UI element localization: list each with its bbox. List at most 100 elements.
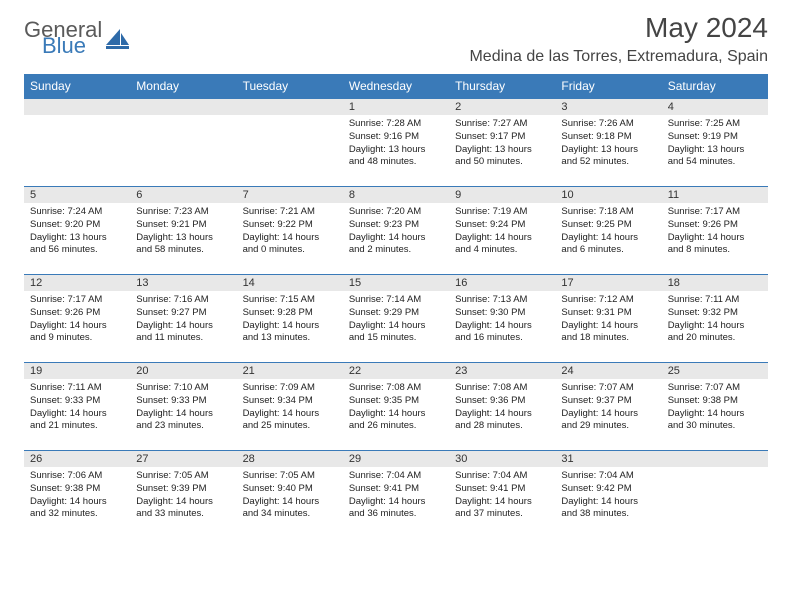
day-details: Sunrise: 7:07 AMSunset: 9:37 PMDaylight:… xyxy=(555,379,661,437)
day-details: Sunrise: 7:13 AMSunset: 9:30 PMDaylight:… xyxy=(449,291,555,349)
calendar-day-cell: 22Sunrise: 7:08 AMSunset: 9:35 PMDayligh… xyxy=(343,363,449,451)
header: General Blue May 2024 Medina de las Torr… xyxy=(24,12,768,66)
location: Medina de las Torres, Extremadura, Spain xyxy=(469,48,768,66)
day-number: 12 xyxy=(24,275,130,291)
day-number: 2 xyxy=(449,99,555,115)
day-details: Sunrise: 7:09 AMSunset: 9:34 PMDaylight:… xyxy=(237,379,343,437)
day-details: Sunrise: 7:04 AMSunset: 9:41 PMDaylight:… xyxy=(449,467,555,525)
weekday-header: Friday xyxy=(555,74,661,99)
day-details: Sunrise: 7:16 AMSunset: 9:27 PMDaylight:… xyxy=(130,291,236,349)
day-number: 17 xyxy=(555,275,661,291)
weekday-header: Saturday xyxy=(662,74,768,99)
day-number: 22 xyxy=(343,363,449,379)
day-number: 16 xyxy=(449,275,555,291)
calendar-empty-cell xyxy=(662,451,768,539)
day-details: Sunrise: 7:19 AMSunset: 9:24 PMDaylight:… xyxy=(449,203,555,261)
day-number: 1 xyxy=(343,99,449,115)
day-details: Sunrise: 7:06 AMSunset: 9:38 PMDaylight:… xyxy=(24,467,130,525)
calendar-day-cell: 7Sunrise: 7:21 AMSunset: 9:22 PMDaylight… xyxy=(237,187,343,275)
calendar-day-cell: 30Sunrise: 7:04 AMSunset: 9:41 PMDayligh… xyxy=(449,451,555,539)
day-details: Sunrise: 7:11 AMSunset: 9:32 PMDaylight:… xyxy=(662,291,768,349)
calendar-week-row: 1Sunrise: 7:28 AMSunset: 9:16 PMDaylight… xyxy=(24,99,768,187)
day-number: 10 xyxy=(555,187,661,203)
day-number: 14 xyxy=(237,275,343,291)
day-number-empty xyxy=(662,451,768,467)
calendar-table: SundayMondayTuesdayWednesdayThursdayFrid… xyxy=(24,74,768,539)
weekday-header: Sunday xyxy=(24,74,130,99)
calendar-day-cell: 26Sunrise: 7:06 AMSunset: 9:38 PMDayligh… xyxy=(24,451,130,539)
calendar-week-row: 5Sunrise: 7:24 AMSunset: 9:20 PMDaylight… xyxy=(24,187,768,275)
calendar-day-cell: 12Sunrise: 7:17 AMSunset: 9:26 PMDayligh… xyxy=(24,275,130,363)
day-number: 26 xyxy=(24,451,130,467)
calendar-day-cell: 25Sunrise: 7:07 AMSunset: 9:38 PMDayligh… xyxy=(662,363,768,451)
day-number: 20 xyxy=(130,363,236,379)
day-number-empty xyxy=(237,99,343,115)
weekday-header: Thursday xyxy=(449,74,555,99)
calendar-day-cell: 13Sunrise: 7:16 AMSunset: 9:27 PMDayligh… xyxy=(130,275,236,363)
day-number-empty xyxy=(24,99,130,115)
logo: General Blue xyxy=(24,20,130,56)
day-details: Sunrise: 7:07 AMSunset: 9:38 PMDaylight:… xyxy=(662,379,768,437)
day-details: Sunrise: 7:04 AMSunset: 9:41 PMDaylight:… xyxy=(343,467,449,525)
day-number: 19 xyxy=(24,363,130,379)
day-details: Sunrise: 7:14 AMSunset: 9:29 PMDaylight:… xyxy=(343,291,449,349)
day-number: 30 xyxy=(449,451,555,467)
weekday-header: Wednesday xyxy=(343,74,449,99)
day-details: Sunrise: 7:17 AMSunset: 9:26 PMDaylight:… xyxy=(24,291,130,349)
day-details: Sunrise: 7:25 AMSunset: 9:19 PMDaylight:… xyxy=(662,115,768,173)
calendar-day-cell: 5Sunrise: 7:24 AMSunset: 9:20 PMDaylight… xyxy=(24,187,130,275)
day-details: Sunrise: 7:10 AMSunset: 9:33 PMDaylight:… xyxy=(130,379,236,437)
day-number: 27 xyxy=(130,451,236,467)
weekday-header: Monday xyxy=(130,74,236,99)
day-number: 29 xyxy=(343,451,449,467)
calendar-day-cell: 17Sunrise: 7:12 AMSunset: 9:31 PMDayligh… xyxy=(555,275,661,363)
day-details: Sunrise: 7:04 AMSunset: 9:42 PMDaylight:… xyxy=(555,467,661,525)
day-number: 4 xyxy=(662,99,768,115)
day-number: 5 xyxy=(24,187,130,203)
calendar-day-cell: 24Sunrise: 7:07 AMSunset: 9:37 PMDayligh… xyxy=(555,363,661,451)
weekday-header-row: SundayMondayTuesdayWednesdayThursdayFrid… xyxy=(24,74,768,99)
calendar-day-cell: 3Sunrise: 7:26 AMSunset: 9:18 PMDaylight… xyxy=(555,99,661,187)
day-details: Sunrise: 7:05 AMSunset: 9:39 PMDaylight:… xyxy=(130,467,236,525)
calendar-day-cell: 14Sunrise: 7:15 AMSunset: 9:28 PMDayligh… xyxy=(237,275,343,363)
day-number: 28 xyxy=(237,451,343,467)
day-details: Sunrise: 7:11 AMSunset: 9:33 PMDaylight:… xyxy=(24,379,130,437)
calendar-day-cell: 31Sunrise: 7:04 AMSunset: 9:42 PMDayligh… xyxy=(555,451,661,539)
calendar-day-cell: 20Sunrise: 7:10 AMSunset: 9:33 PMDayligh… xyxy=(130,363,236,451)
month-title: May 2024 xyxy=(469,12,768,44)
day-number: 23 xyxy=(449,363,555,379)
calendar-day-cell: 21Sunrise: 7:09 AMSunset: 9:34 PMDayligh… xyxy=(237,363,343,451)
day-details: Sunrise: 7:24 AMSunset: 9:20 PMDaylight:… xyxy=(24,203,130,261)
logo-sail-icon xyxy=(106,29,130,49)
day-details: Sunrise: 7:23 AMSunset: 9:21 PMDaylight:… xyxy=(130,203,236,261)
logo-word2: Blue xyxy=(42,36,102,56)
calendar-day-cell: 18Sunrise: 7:11 AMSunset: 9:32 PMDayligh… xyxy=(662,275,768,363)
day-details: Sunrise: 7:21 AMSunset: 9:22 PMDaylight:… xyxy=(237,203,343,261)
day-number: 6 xyxy=(130,187,236,203)
day-number: 9 xyxy=(449,187,555,203)
weekday-header: Tuesday xyxy=(237,74,343,99)
calendar-day-cell: 11Sunrise: 7:17 AMSunset: 9:26 PMDayligh… xyxy=(662,187,768,275)
day-number: 25 xyxy=(662,363,768,379)
day-number: 21 xyxy=(237,363,343,379)
day-details: Sunrise: 7:12 AMSunset: 9:31 PMDaylight:… xyxy=(555,291,661,349)
day-details: Sunrise: 7:28 AMSunset: 9:16 PMDaylight:… xyxy=(343,115,449,173)
calendar-empty-cell xyxy=(130,99,236,187)
calendar-day-cell: 15Sunrise: 7:14 AMSunset: 9:29 PMDayligh… xyxy=(343,275,449,363)
calendar-day-cell: 1Sunrise: 7:28 AMSunset: 9:16 PMDaylight… xyxy=(343,99,449,187)
day-details: Sunrise: 7:26 AMSunset: 9:18 PMDaylight:… xyxy=(555,115,661,173)
day-number: 18 xyxy=(662,275,768,291)
day-details: Sunrise: 7:27 AMSunset: 9:17 PMDaylight:… xyxy=(449,115,555,173)
day-number: 8 xyxy=(343,187,449,203)
day-details: Sunrise: 7:18 AMSunset: 9:25 PMDaylight:… xyxy=(555,203,661,261)
calendar-day-cell: 6Sunrise: 7:23 AMSunset: 9:21 PMDaylight… xyxy=(130,187,236,275)
calendar-day-cell: 2Sunrise: 7:27 AMSunset: 9:17 PMDaylight… xyxy=(449,99,555,187)
day-details: Sunrise: 7:17 AMSunset: 9:26 PMDaylight:… xyxy=(662,203,768,261)
calendar-day-cell: 9Sunrise: 7:19 AMSunset: 9:24 PMDaylight… xyxy=(449,187,555,275)
calendar-day-cell: 4Sunrise: 7:25 AMSunset: 9:19 PMDaylight… xyxy=(662,99,768,187)
calendar-day-cell: 19Sunrise: 7:11 AMSunset: 9:33 PMDayligh… xyxy=(24,363,130,451)
day-details: Sunrise: 7:08 AMSunset: 9:36 PMDaylight:… xyxy=(449,379,555,437)
day-number: 24 xyxy=(555,363,661,379)
calendar-day-cell: 10Sunrise: 7:18 AMSunset: 9:25 PMDayligh… xyxy=(555,187,661,275)
day-details: Sunrise: 7:05 AMSunset: 9:40 PMDaylight:… xyxy=(237,467,343,525)
